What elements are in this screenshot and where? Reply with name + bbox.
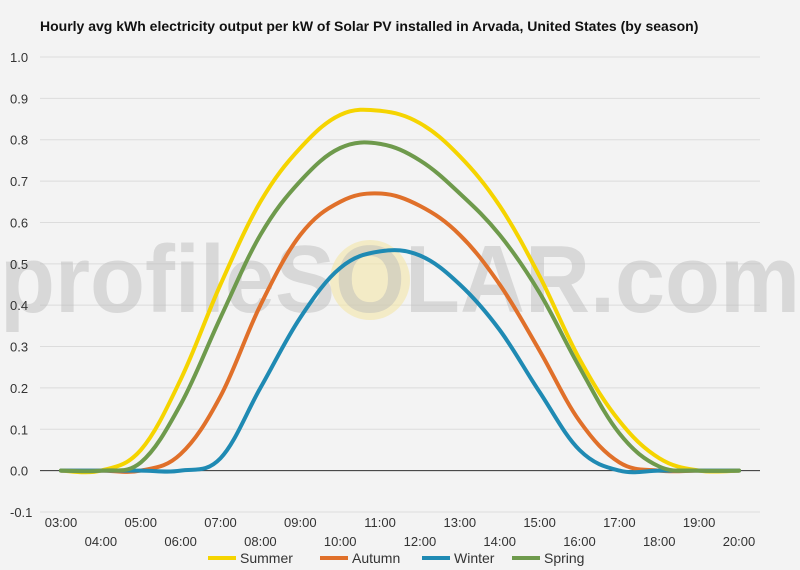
y-tick-label: 0.0 <box>10 464 28 479</box>
chart-title: Hourly avg kWh electricity output per kW… <box>40 18 699 34</box>
x-tick-label: 17:00 <box>603 515 636 530</box>
y-axis-ticks: 1.0 0.9 0.8 0.7 0.6 0.5 0.4 0.3 0.2 0.1 0.0 -0.1 <box>10 50 32 520</box>
legend-item-autumn: Autumn <box>320 550 400 566</box>
legend-item-summer: Summer <box>208 550 293 566</box>
series-lines <box>59 107 741 475</box>
x-tick-label: 08:00 <box>244 534 277 549</box>
x-tick-label: 16:00 <box>563 534 596 549</box>
watermark-text: profileSOLAR.com <box>0 226 800 333</box>
y-tick-label: 0.8 <box>10 133 28 148</box>
x-tick-label: 18:00 <box>643 534 676 549</box>
y-tick-label: 0.6 <box>10 215 28 230</box>
y-tick-label: 0.2 <box>10 381 28 396</box>
x-tick-label: 19:00 <box>683 515 716 530</box>
x-tick-label: 04:00 <box>85 534 118 549</box>
y-tick-label: -0.1 <box>10 505 32 520</box>
y-tick-label: 0.4 <box>10 298 28 313</box>
series-line-summer <box>59 107 741 475</box>
legend: Summer Autumn Winter Spring <box>208 550 584 566</box>
x-tick-label: 15:00 <box>523 515 556 530</box>
x-tick-label: 05:00 <box>124 515 157 530</box>
x-tick-label: 07:00 <box>204 515 237 530</box>
x-tick-label: 20:00 <box>723 534 756 549</box>
legend-item-spring: Spring <box>512 550 584 566</box>
x-tick-label: 14:00 <box>483 534 516 549</box>
y-tick-label: 0.1 <box>10 422 28 437</box>
series-line-winter <box>59 248 741 475</box>
legend-label: Winter <box>454 550 495 566</box>
legend-label: Autumn <box>352 550 400 566</box>
legend-label: Spring <box>544 550 584 566</box>
x-tick-label: 06:00 <box>164 534 197 549</box>
y-tick-label: 0.3 <box>10 340 28 355</box>
x-tick-label: 03:00 <box>45 515 78 530</box>
series-line-autumn <box>59 191 741 474</box>
y-tick-label: 1.0 <box>10 50 28 65</box>
x-tick-label: 09:00 <box>284 515 317 530</box>
x-tick-label: 11:00 <box>364 515 396 530</box>
y-tick-label: 0.5 <box>10 257 28 272</box>
x-tick-label: 13:00 <box>444 515 477 530</box>
series-line-spring <box>59 140 741 474</box>
x-tick-label: 10:00 <box>324 534 357 549</box>
legend-item-winter: Winter <box>422 550 495 566</box>
watermark: profileSOLAR.com <box>0 226 800 333</box>
x-axis-ticks: 03:00 04:00 05:00 06:00 07:00 08:00 09:00 10:00… <box>45 515 756 549</box>
y-tick-label: 0.7 <box>10 174 28 189</box>
x-tick-label: 12:00 <box>404 534 437 549</box>
legend-label: Summer <box>240 550 293 566</box>
y-tick-label: 0.9 <box>10 91 28 106</box>
